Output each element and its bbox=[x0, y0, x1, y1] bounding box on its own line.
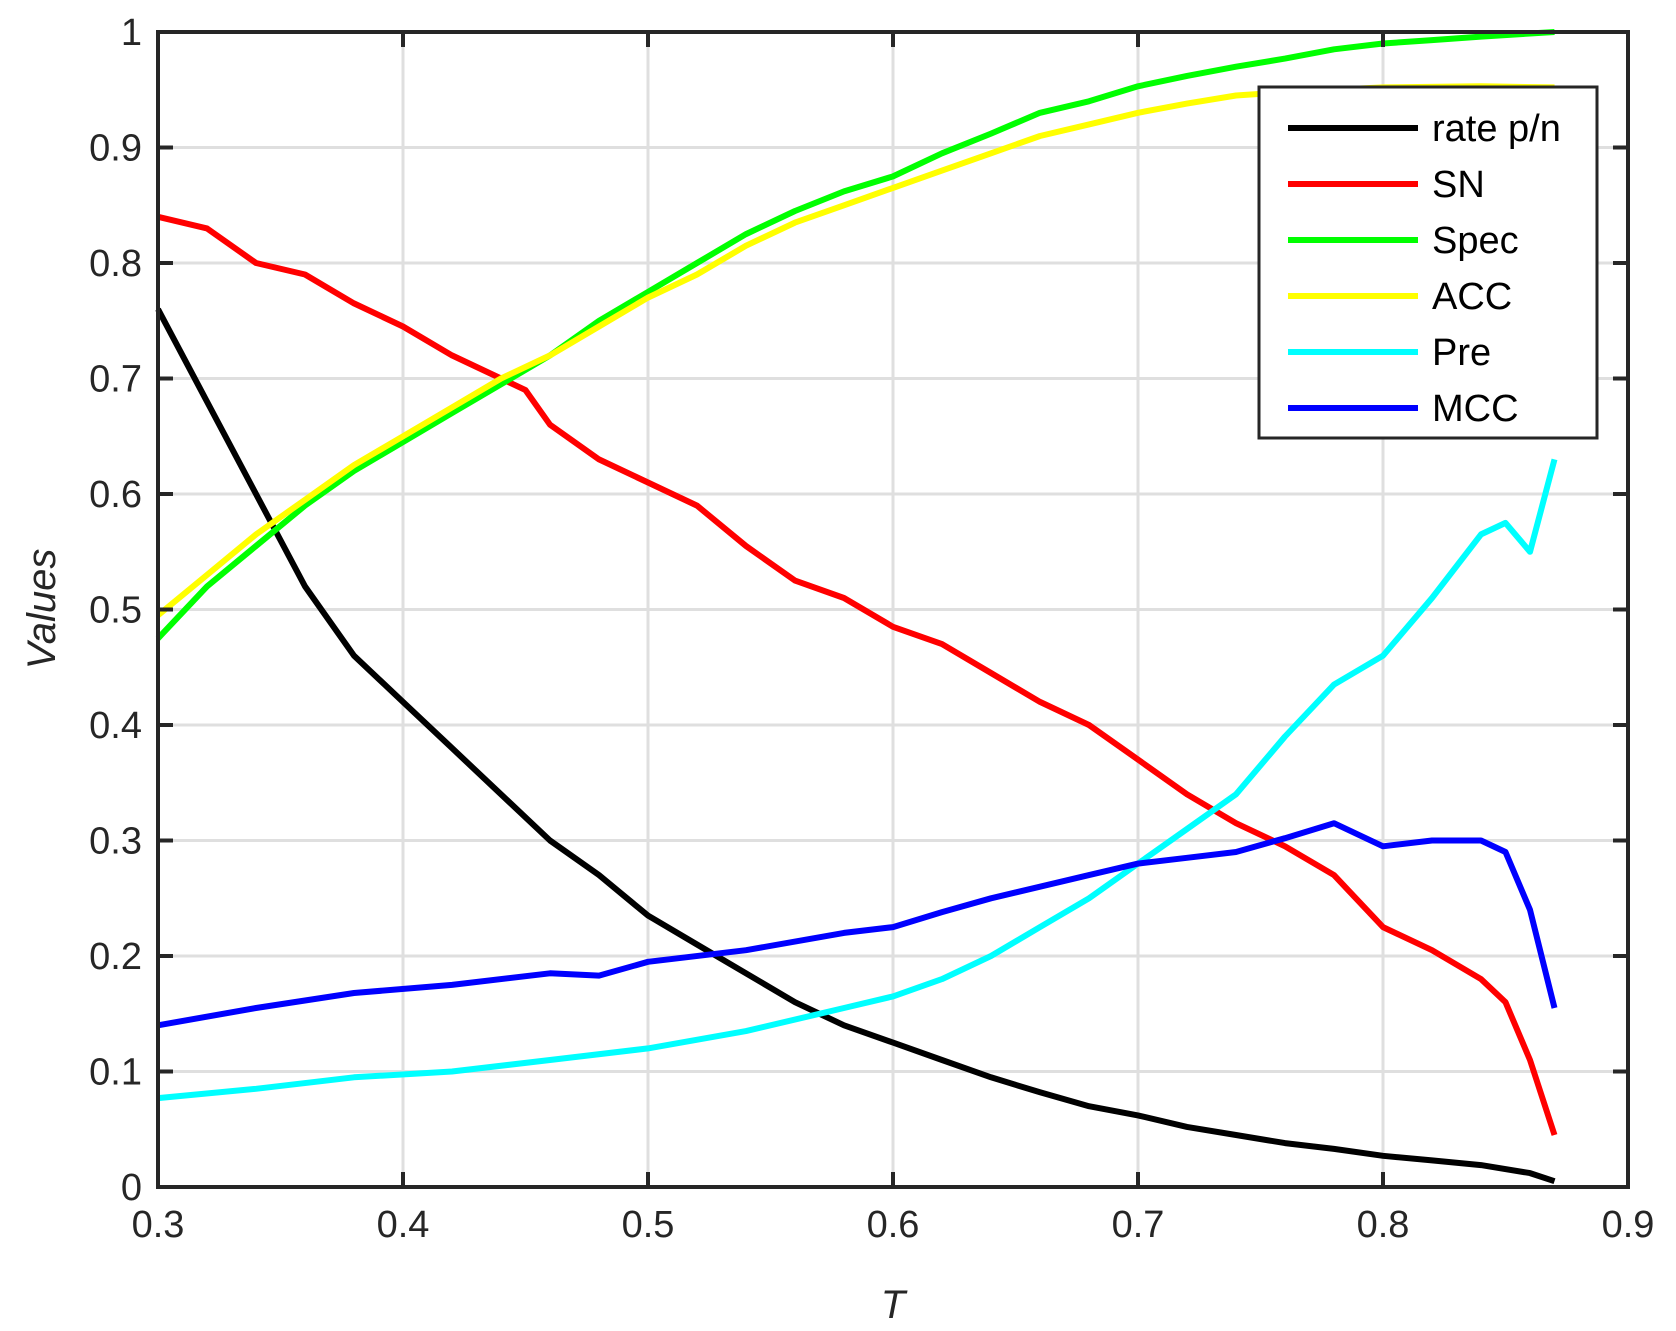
ticks: 0.3 0.4 0.5 0.6 0.7 0.8 0.9 0 0.1 0.2 0.3 0.4 0.5 0.6… bbox=[89, 12, 1654, 1246]
legend-label: ACC bbox=[1432, 276, 1512, 318]
y-tick-label: 1 bbox=[121, 12, 142, 54]
legend-box bbox=[1257, 85, 1599, 440]
y-tick-label: 0 bbox=[121, 1167, 142, 1209]
legend-label: MCC bbox=[1432, 388, 1519, 430]
y-tick-label: 0.8 bbox=[89, 243, 142, 285]
y-tick-label: 0.7 bbox=[89, 359, 142, 401]
legend-label: rate p/n bbox=[1432, 108, 1561, 150]
y-tick-label: 0.2 bbox=[89, 936, 142, 978]
legend-label: SN bbox=[1432, 164, 1485, 206]
x-tick-label: 0.3 bbox=[132, 1204, 185, 1246]
series-line-pre bbox=[157, 458, 1558, 1102]
series-line-sn bbox=[157, 213, 1558, 1136]
legend-label: Pre bbox=[1432, 332, 1491, 374]
series-line-spec bbox=[155, 29, 1555, 641]
x-axis-label: T bbox=[881, 1283, 908, 1327]
legend-label: Spec bbox=[1432, 220, 1519, 262]
legend: rate p/n SN Spec ACC Pre MCC bbox=[1257, 85, 1599, 440]
y-tick-label: 0.4 bbox=[89, 705, 142, 747]
x-tick-label: 0.6 bbox=[867, 1204, 920, 1246]
series-line-mcc bbox=[157, 820, 1558, 1029]
x-tick-label: 0.4 bbox=[377, 1204, 430, 1246]
y-tick-label: 0.1 bbox=[89, 1052, 142, 1094]
x-tick-label: 0.7 bbox=[1112, 1204, 1165, 1246]
series-line-rate-p-n bbox=[155, 307, 1556, 1185]
x-tick-label: 0.5 bbox=[622, 1204, 675, 1246]
y-tick-label: 0.5 bbox=[89, 590, 142, 632]
y-tick-label: 0.6 bbox=[89, 474, 142, 516]
y-tick-label: 0.3 bbox=[89, 821, 142, 863]
x-tick-label: 0.8 bbox=[1357, 1204, 1410, 1246]
y-tick-label: 0.9 bbox=[89, 128, 142, 170]
x-tick-label: 0.9 bbox=[1602, 1204, 1655, 1246]
y-axis-label: Values bbox=[20, 549, 64, 670]
